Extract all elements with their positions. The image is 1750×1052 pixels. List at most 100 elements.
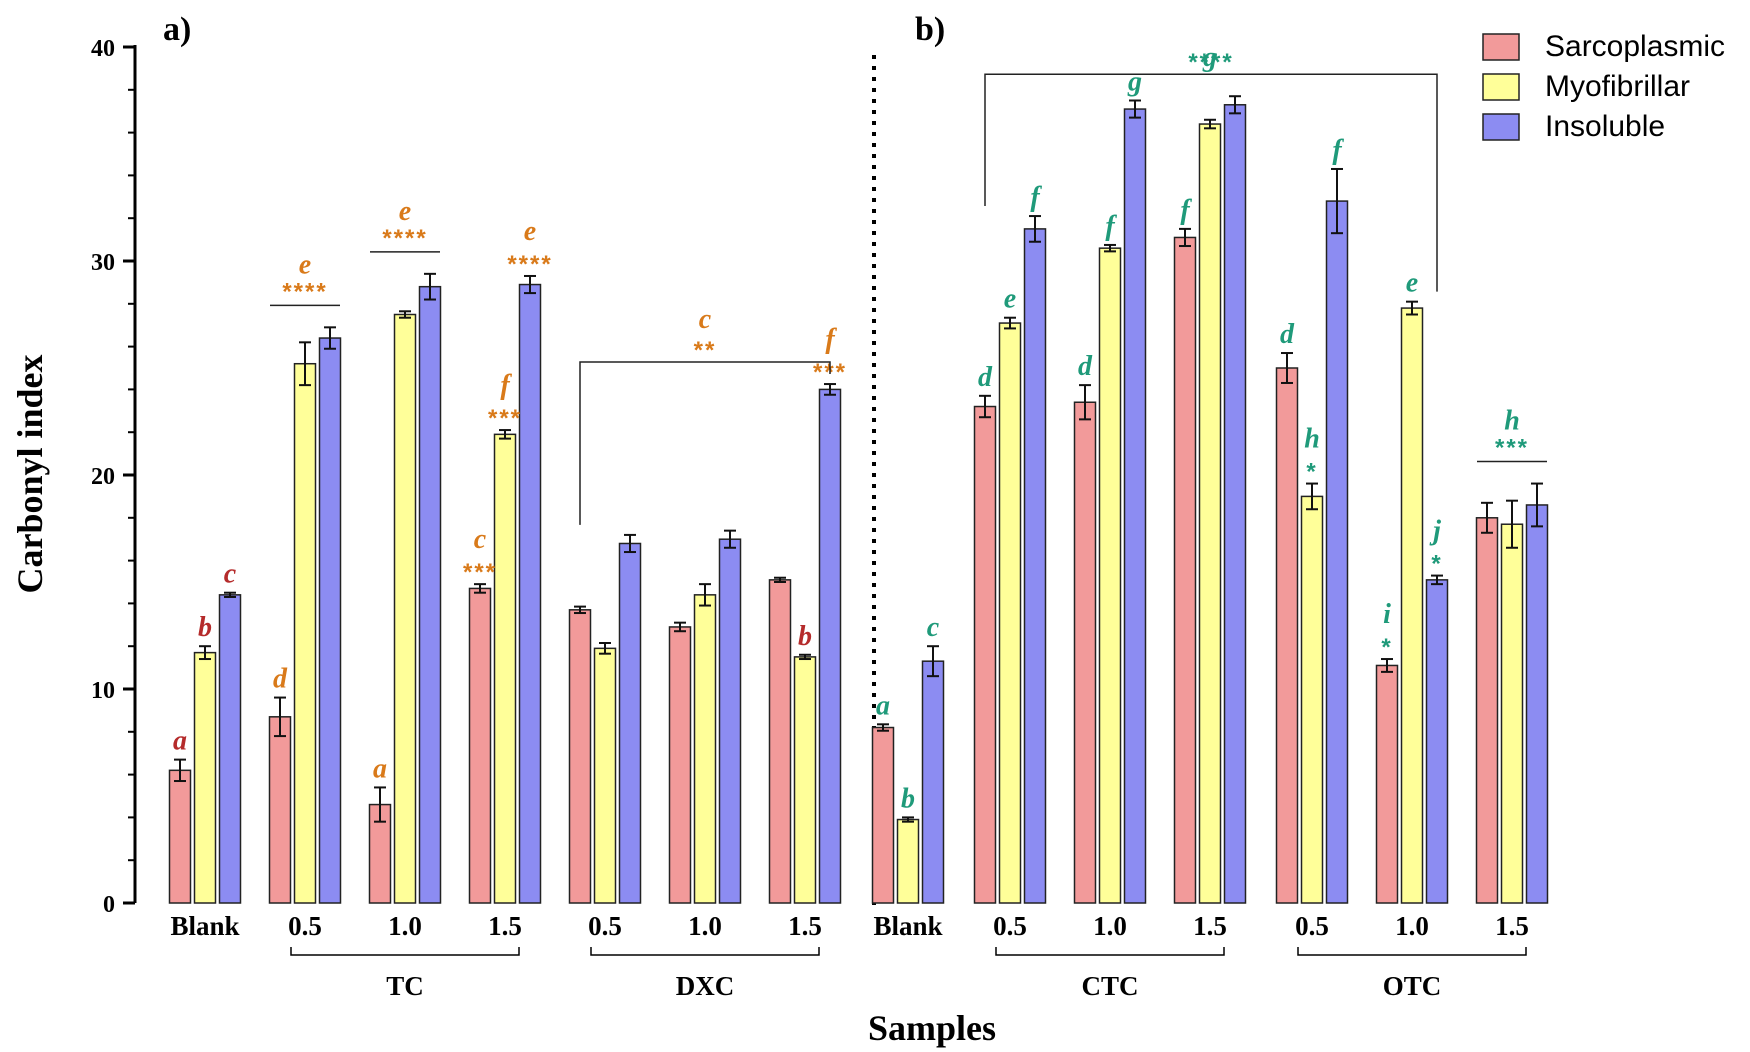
bar	[468, 587, 492, 904]
significance-letter: g	[1202, 42, 1217, 73]
category-label: 0.5	[1295, 911, 1329, 941]
y-axis-ticks: 0 10 20 30 40	[91, 36, 135, 918]
bar	[998, 322, 1022, 904]
bar	[218, 594, 242, 904]
category-label: 0.5	[288, 911, 322, 941]
legend-swatch	[1482, 33, 1520, 61]
significance-stars: ***	[1495, 435, 1529, 462]
bar	[1325, 200, 1349, 904]
significance-letter: c	[927, 612, 940, 643]
x-axis-group-labels: TC DXC CTC OTC	[290, 947, 1527, 1001]
significance-stars: ****	[1188, 49, 1233, 76]
category-label: 1.0	[688, 911, 722, 941]
bar	[871, 726, 895, 904]
group-label: DXC	[676, 971, 735, 1001]
bar	[1400, 307, 1424, 904]
significance-letter: a	[876, 690, 890, 721]
group-label: CTC	[1081, 971, 1138, 1001]
y-axis: 0 10 20 30 40 Carbonyl index	[10, 36, 137, 918]
bar	[1275, 367, 1299, 904]
significance-letter: f	[1332, 135, 1344, 166]
significance-letter: f	[1180, 195, 1192, 226]
significance-letter: b	[798, 621, 812, 652]
category-label: 1.5	[1495, 911, 1529, 941]
y-tick-label: 20	[91, 464, 115, 490]
bar	[818, 388, 842, 904]
significance-stars: ***	[463, 559, 497, 586]
annotations: abcda***c***f****e***fbabcdefdfgfd*hf*ie…	[173, 42, 1547, 814]
bar	[896, 818, 920, 904]
bar	[168, 769, 192, 904]
legend-swatch	[1482, 113, 1520, 141]
bar	[1223, 104, 1247, 904]
bar	[668, 626, 692, 904]
legend-swatch	[1482, 73, 1520, 101]
significance-letter: h	[1504, 406, 1520, 437]
bar	[1073, 401, 1097, 904]
category-label: Blank	[170, 911, 239, 941]
bar	[921, 660, 945, 904]
significance-letter: f	[825, 324, 837, 355]
y-tick-label: 0	[103, 892, 115, 918]
significance-letter: e	[299, 249, 311, 280]
bar	[1425, 579, 1449, 904]
bar	[1173, 236, 1197, 904]
bar	[973, 405, 997, 904]
significance-stars: *	[1381, 634, 1392, 661]
significance-letter: a	[373, 753, 387, 784]
y-tick-label: 10	[91, 678, 115, 704]
bar	[293, 362, 317, 904]
significance-stars: **	[694, 337, 717, 364]
x-axis-category-labels: Blank 0.5 1.0 1.5 0.5 1.0 1.5 Blank 0.5 1.0 1.5 0.5…	[170, 911, 1528, 941]
bar	[1198, 123, 1222, 904]
significance-letter: d	[978, 362, 993, 393]
significance-letter: g	[1127, 67, 1142, 98]
significance-letter: c	[699, 304, 712, 335]
bar	[568, 609, 592, 904]
significance-letter: f	[500, 370, 512, 401]
bar	[518, 283, 542, 904]
category-label: Blank	[873, 911, 942, 941]
significance-letter: e	[1406, 268, 1418, 299]
bar	[793, 656, 817, 904]
group-bracket	[290, 947, 520, 956]
significance-letter: h	[1304, 424, 1320, 455]
x-axis-title: Samples	[868, 1008, 996, 1048]
panel-label-b: b)	[915, 11, 945, 48]
significance-letter: i	[1383, 599, 1391, 630]
bar	[768, 579, 792, 904]
bar	[393, 313, 417, 904]
category-label: 1.5	[488, 911, 522, 941]
legend-label: Sarcoplasmic	[1545, 30, 1725, 63]
category-label: 0.5	[993, 911, 1027, 941]
significance-letter: e	[524, 216, 536, 247]
panel-label-a: a)	[163, 11, 191, 48]
significance-stars: ****	[507, 251, 552, 278]
category-label: 0.5	[588, 911, 622, 941]
category-label: 1.5	[788, 911, 822, 941]
y-tick-label: 30	[91, 250, 115, 276]
category-label: 1.0	[1395, 911, 1429, 941]
bar	[618, 542, 642, 904]
significance-letter: d	[1280, 319, 1295, 350]
bar	[718, 538, 742, 904]
legend: Sarcoplasmic Myofibrillar Insoluble	[1482, 30, 1725, 143]
bar	[1500, 523, 1524, 904]
significance-letter: e	[1004, 284, 1016, 315]
group-bracket	[995, 947, 1225, 956]
significance-stars: ***	[813, 359, 847, 386]
bar	[193, 651, 217, 904]
bar	[418, 285, 442, 904]
significance-letter: j	[1429, 516, 1441, 547]
group-bracket	[590, 947, 820, 956]
bar	[1023, 228, 1047, 904]
significance-letter: a	[173, 726, 187, 757]
bar	[593, 647, 617, 904]
significance-stars: ****	[382, 225, 427, 252]
significance-letter: d	[1078, 351, 1093, 382]
legend-label: Myofibrillar	[1545, 70, 1690, 103]
category-label: 1.5	[1193, 911, 1227, 941]
group-label: OTC	[1383, 971, 1442, 1001]
bar	[1475, 517, 1499, 904]
